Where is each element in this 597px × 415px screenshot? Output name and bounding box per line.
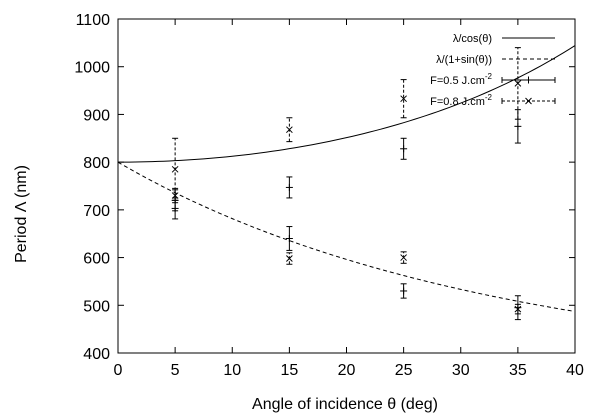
legend-marker xyxy=(525,76,532,84)
legend-label: F=0.8 J.cm-2 xyxy=(430,93,492,108)
y-tick-label: 500 xyxy=(83,298,110,315)
y-tick-label: 700 xyxy=(83,203,110,220)
y-tick-label: 400 xyxy=(83,346,110,363)
data-point xyxy=(286,126,293,134)
y-tick-label: 600 xyxy=(83,251,110,268)
x-tick-label: 25 xyxy=(395,362,413,379)
data-point xyxy=(514,305,522,313)
curve-lambda-over-one-plus-sin xyxy=(117,161,576,312)
y-tick-label: 1100 xyxy=(76,12,111,29)
legend-label: λ/(1+sin(θ)) xyxy=(436,54,492,66)
x-tick-label: 0 xyxy=(114,362,123,379)
data-point xyxy=(514,80,522,87)
y-tick-label: 800 xyxy=(83,155,110,172)
data-point xyxy=(286,255,293,262)
data-point xyxy=(171,165,179,173)
x-tick-label: 35 xyxy=(509,362,527,379)
data-point xyxy=(400,254,407,261)
data-point xyxy=(400,145,408,153)
data-point xyxy=(285,183,293,191)
data-point xyxy=(514,122,522,130)
plot-frame xyxy=(117,18,576,354)
series-f05 xyxy=(171,109,522,321)
x-tick-label: 30 xyxy=(452,362,470,379)
y-tick-label: 1000 xyxy=(74,60,110,77)
data-point xyxy=(400,287,408,295)
legend: λ/cos(θ) λ/(1+sin(θ)) F=0.5 J.cm-2 F=0.8 J.… xyxy=(430,33,556,108)
series-f08 xyxy=(171,47,522,315)
x-tick-label: 40 xyxy=(566,362,584,379)
curve-lambda-over-cos xyxy=(117,45,576,163)
data-point xyxy=(171,192,179,199)
x-tick-label: 10 xyxy=(223,362,241,379)
x-tick-label: 20 xyxy=(338,362,356,379)
x-axis-label: Angle of incidence θ (deg) xyxy=(252,396,438,413)
data-point xyxy=(285,234,293,242)
x-tick-label: 5 xyxy=(171,362,180,379)
legend-label: F=0.5 J.cm-2 xyxy=(430,72,492,87)
y-tick-label: 900 xyxy=(83,107,110,124)
y-axis-label: Period Λ (nm) xyxy=(13,165,30,263)
legend-marker xyxy=(525,97,532,105)
legend-label: λ/cos(θ) xyxy=(453,33,492,45)
x-tick-label: 15 xyxy=(280,362,298,379)
data-point xyxy=(400,95,407,103)
